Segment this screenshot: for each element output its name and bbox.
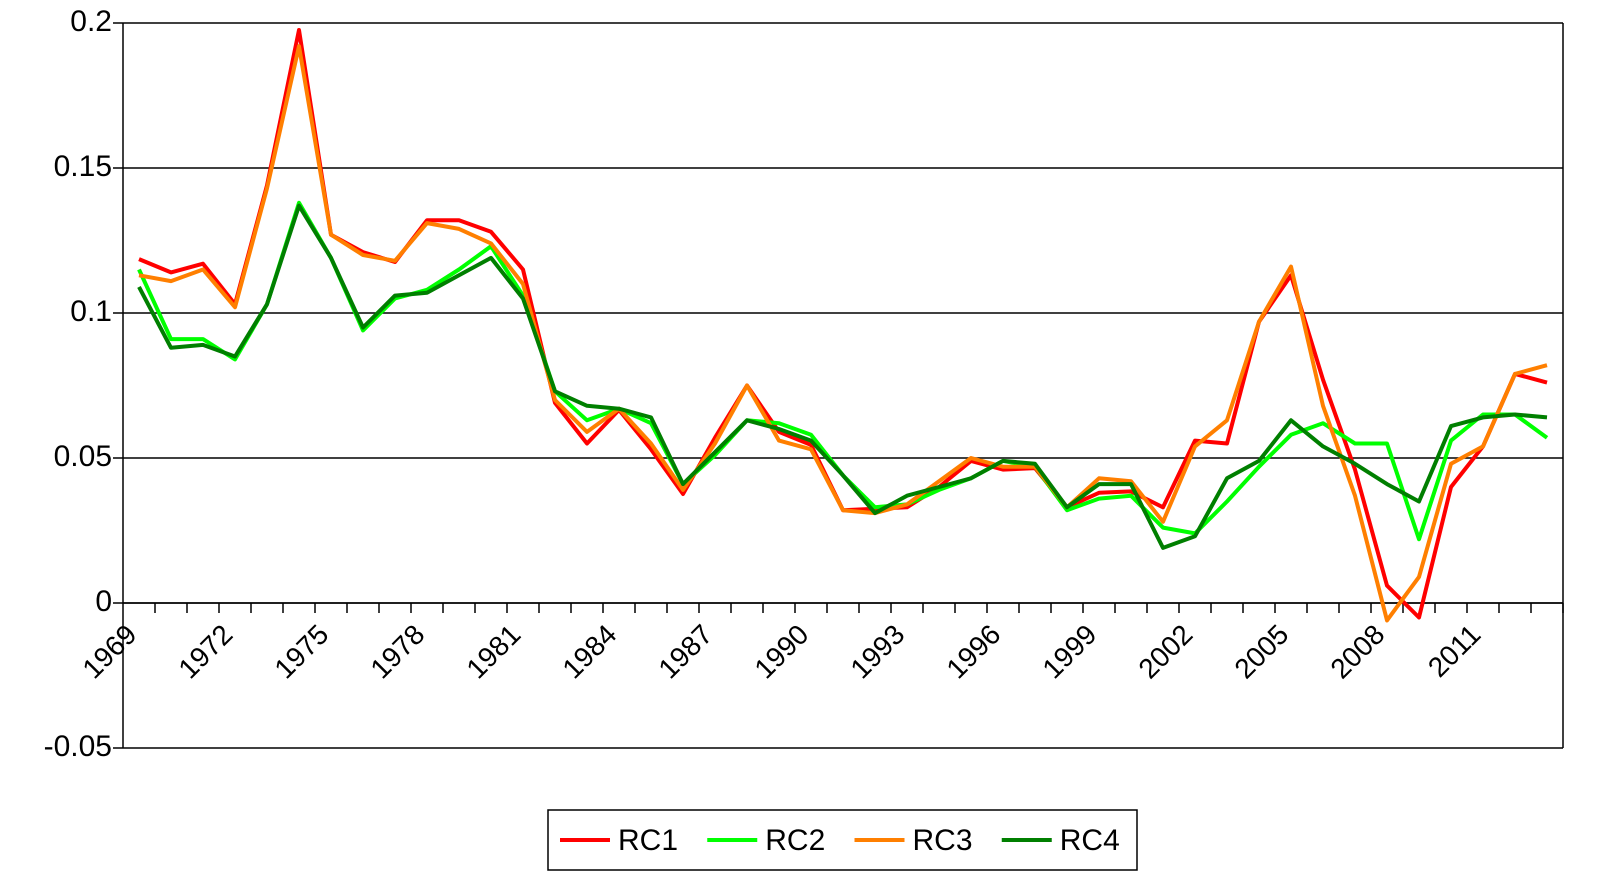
x-tick-label: 1984 [556, 619, 622, 685]
legend-label: RC2 [765, 824, 825, 857]
x-tick-label: 1978 [364, 619, 430, 685]
x-tick-label: 1981 [460, 619, 526, 685]
x-tick-label: 1969 [76, 619, 142, 685]
series-line [138, 44, 1548, 623]
legend-label: RC3 [913, 824, 973, 857]
x-tick-label: 1975 [268, 619, 334, 685]
y-tick-label: 0.05 [54, 440, 112, 473]
y-tick-label: 0 [95, 585, 112, 618]
y-tick-label: -0.05 [44, 730, 112, 763]
x-tick-label: 1990 [748, 619, 814, 685]
x-tick-label: 1987 [652, 619, 718, 685]
x-tick-label: 2011 [1422, 619, 1487, 684]
legend-label: RC1 [618, 824, 678, 857]
x-tick-label: 2005 [1228, 619, 1294, 685]
y-tick-label: 0.2 [70, 5, 112, 38]
y-tick-label: 0.15 [54, 150, 112, 183]
legend-label: RC4 [1060, 824, 1120, 857]
x-tick-label: 1996 [940, 619, 1006, 685]
x-tick-label: 1999 [1036, 619, 1102, 685]
x-tick-label: 2008 [1324, 619, 1390, 685]
series-line [137, 200, 1549, 542]
series-line [138, 28, 1548, 620]
series-line [137, 203, 1548, 550]
x-tick-label: 1993 [844, 619, 910, 685]
x-tick-label: 2002 [1132, 619, 1198, 685]
x-tick-label: 1972 [172, 619, 238, 685]
y-tick-label: 0.1 [70, 295, 112, 328]
